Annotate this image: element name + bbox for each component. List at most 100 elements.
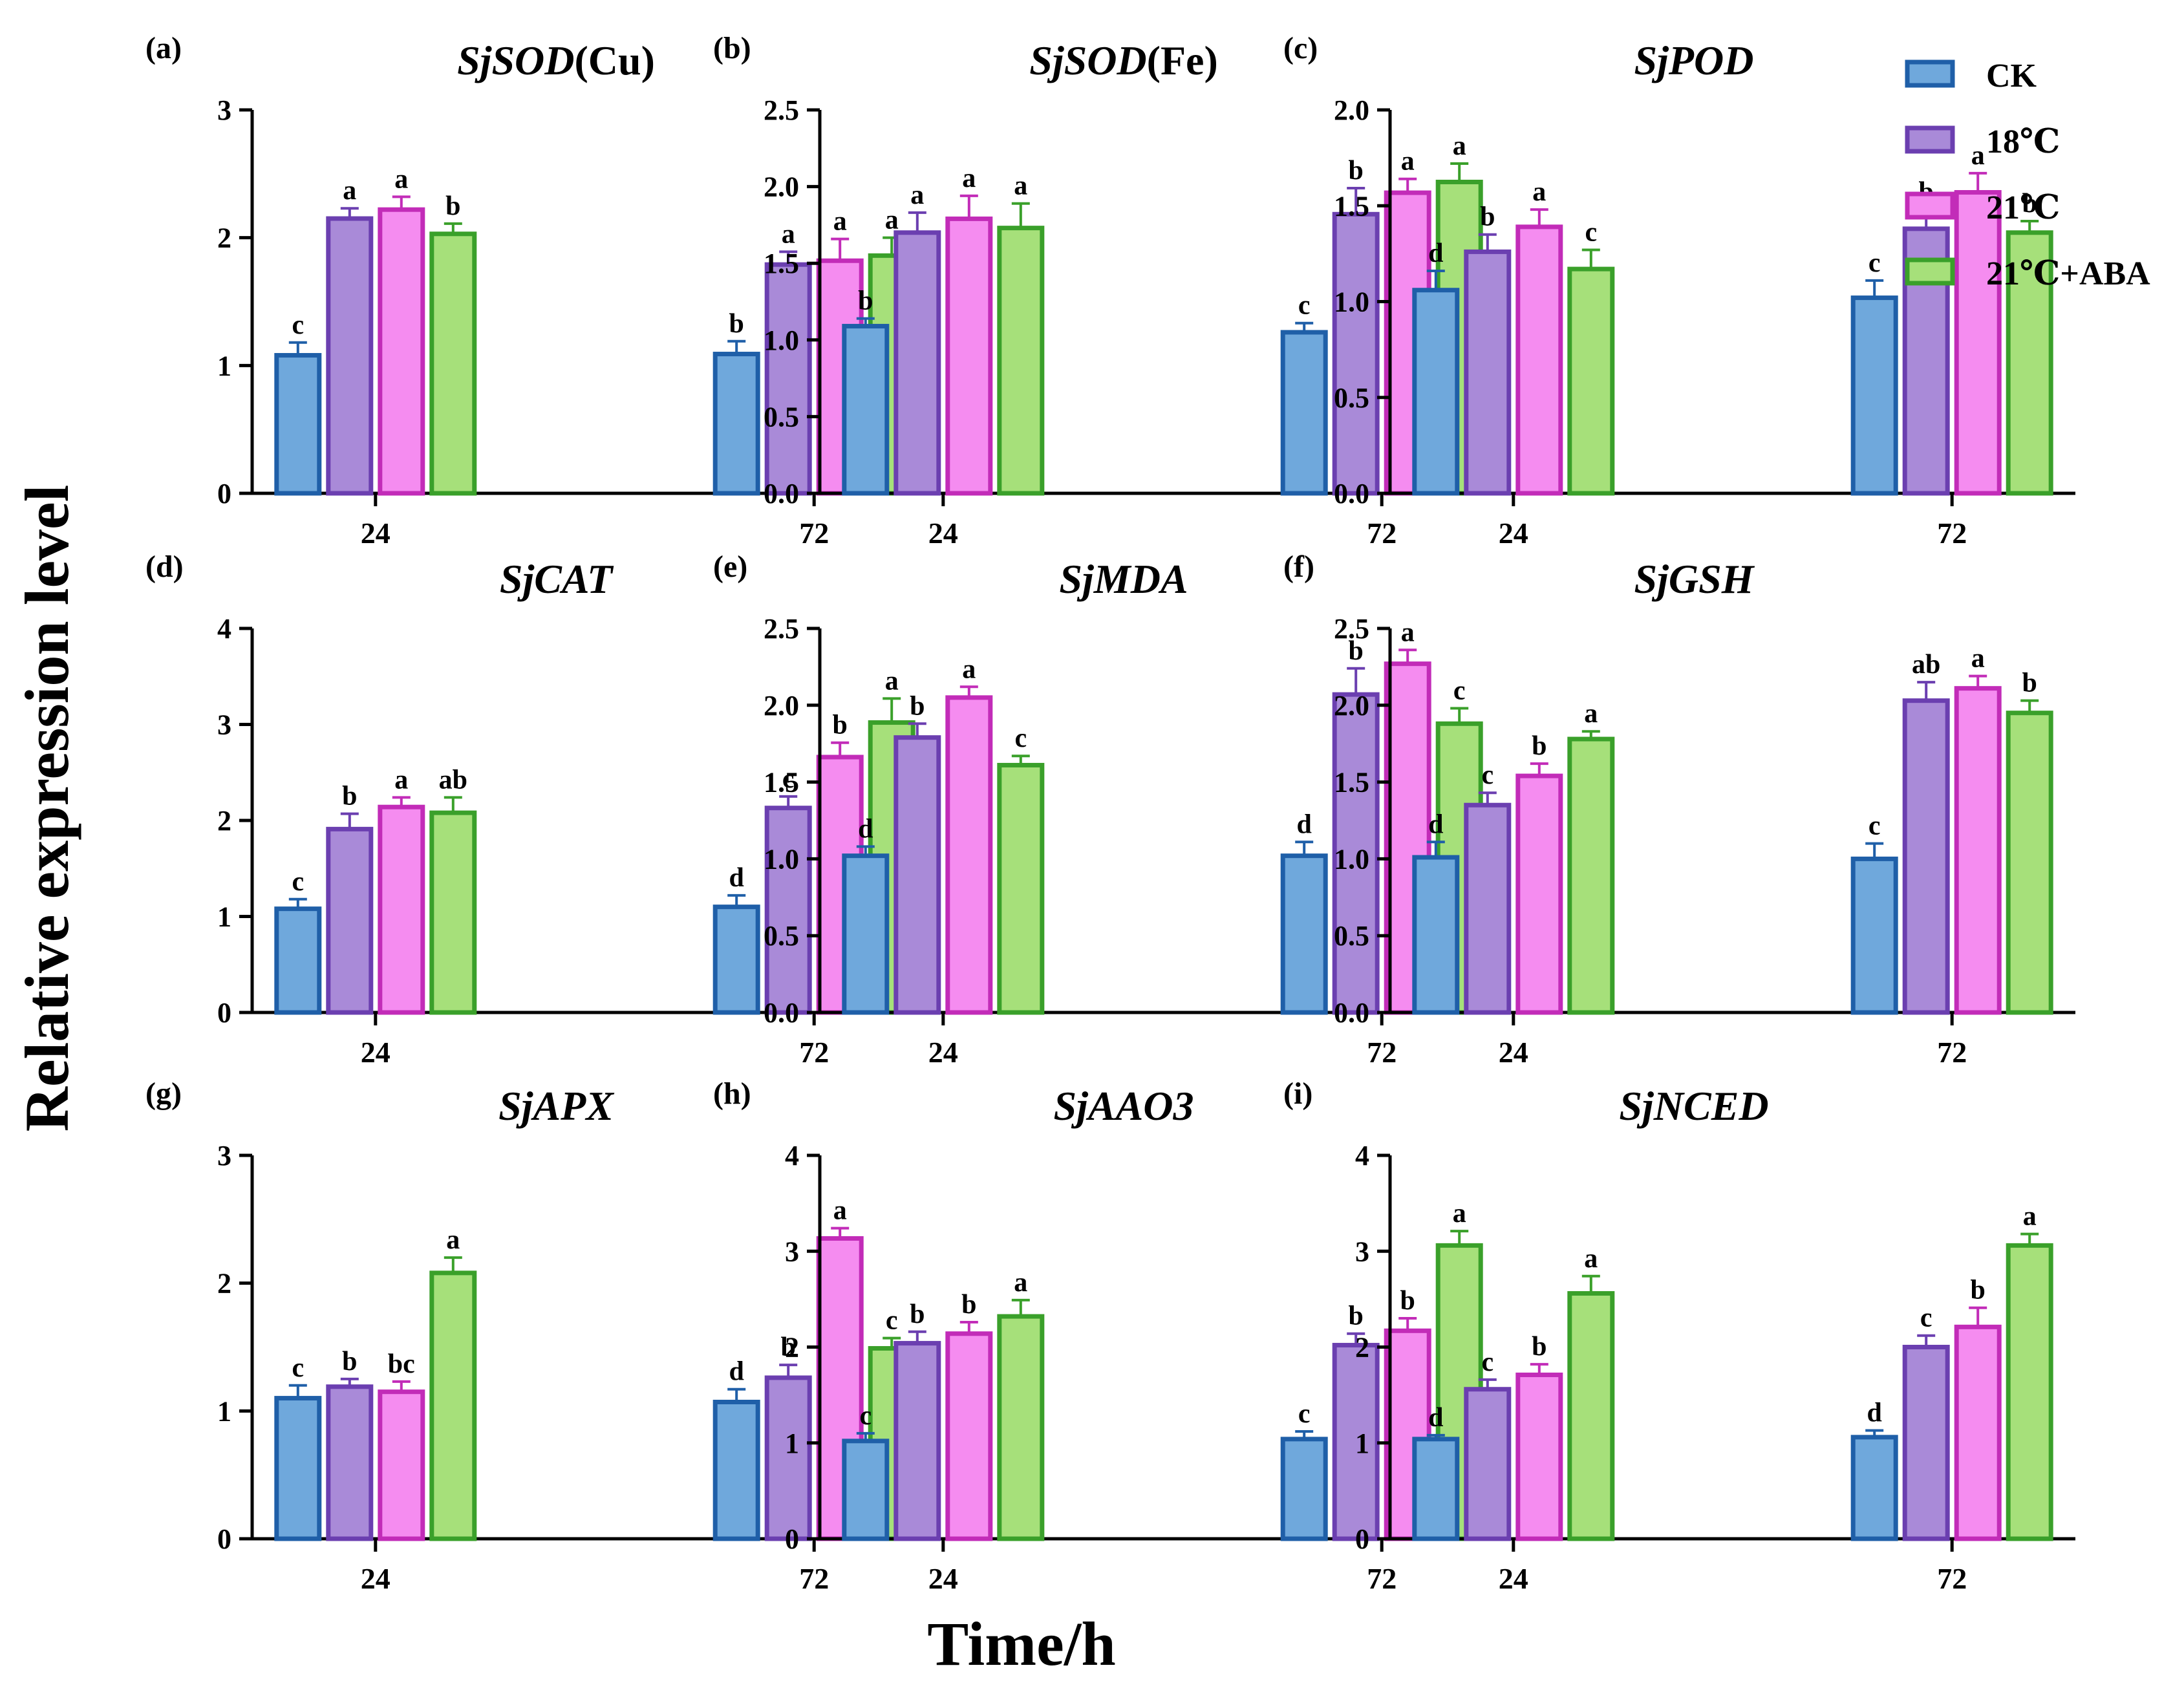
panel-title: SjGSH	[1634, 556, 1755, 602]
bar	[2006, 230, 2053, 496]
y-tick-label: 2	[785, 1332, 799, 1364]
significance-label: c	[1298, 291, 1311, 321]
bar	[326, 1384, 374, 1541]
y-tick-label: 4	[785, 1140, 799, 1172]
bar	[274, 353, 322, 496]
significance-label: b	[729, 309, 744, 339]
panel-title: SjAPX	[498, 1083, 614, 1129]
significance-label: b	[2022, 669, 2037, 698]
bar	[945, 216, 993, 496]
y-tick-label: 2	[217, 1268, 231, 1300]
y-tick-label: 3	[785, 1236, 799, 1267]
y-tick-label: 1.5	[764, 248, 799, 279]
significance-label: c	[859, 1401, 872, 1431]
x-tick-label: 24	[1499, 1036, 1528, 1069]
bar	[712, 352, 760, 496]
significance-label: c	[1585, 217, 1597, 247]
significance-label: b	[1532, 1332, 1547, 1362]
legend-swatch	[1905, 125, 1955, 154]
x-tick-label: 24	[1499, 517, 1528, 550]
y-tick-label: 0	[217, 478, 231, 509]
panel-title: SjSOD(Cu)	[457, 37, 655, 83]
y-tick-label: 1	[1355, 1428, 1369, 1459]
bar	[1954, 1324, 2002, 1541]
significance-label: c	[1868, 248, 1881, 278]
x-tick-label: 24	[928, 1036, 958, 1069]
significance-label: c	[1868, 811, 1881, 841]
x-tick-label: 24	[361, 1562, 391, 1595]
y-tick-label: 4	[217, 613, 231, 645]
x-tick-label: 24	[361, 1036, 391, 1069]
bar	[1850, 856, 1898, 1015]
significance-label: d	[1297, 809, 1312, 839]
significance-label: c	[1453, 676, 1466, 706]
significance-label: c	[782, 764, 795, 794]
panel-title-gene: SjGSH	[1634, 556, 1755, 602]
significance-label: a	[1401, 147, 1415, 177]
significance-label: a	[394, 164, 408, 194]
significance-label: c	[292, 1353, 304, 1383]
significance-label: c	[1298, 1399, 1311, 1429]
legend-label: 21℃+ABA	[1986, 255, 2150, 292]
significance-label: b	[445, 191, 460, 221]
significance-label: b	[2022, 189, 2037, 219]
bar	[326, 826, 374, 1015]
panel-letter: (b)	[713, 31, 751, 65]
significance-label: b	[1349, 636, 1364, 666]
significance-label: d	[1428, 809, 1443, 839]
x-tick-label: 72	[1367, 517, 1397, 550]
bar	[894, 1341, 941, 1541]
significance-label: a	[1401, 617, 1415, 647]
panel-title: SjMDA	[1059, 556, 1188, 602]
x-tick-label: 72	[799, 517, 829, 550]
panel-title: SjNCED	[1619, 1083, 1768, 1129]
bar	[1850, 1435, 1898, 1541]
bar	[997, 1314, 1045, 1541]
significance-label: b	[342, 1347, 357, 1376]
significance-label: c	[1014, 723, 1027, 753]
bar	[429, 231, 477, 496]
bar	[1954, 189, 2002, 496]
significance-label: b	[1971, 1276, 1986, 1305]
bar	[1280, 1437, 1328, 1541]
panel-title-gene: SjAPX	[498, 1083, 614, 1129]
y-tick-label: 3	[217, 94, 231, 126]
bar	[1902, 698, 1950, 1015]
panel-title-gene: SjSOD	[457, 37, 574, 83]
bar	[1567, 736, 1615, 1015]
x-tick-label: 72	[1367, 1562, 1397, 1595]
x-tick-label: 24	[361, 517, 391, 550]
bar	[1902, 1345, 1950, 1541]
y-tick-label: 0.5	[1334, 920, 1369, 952]
panel-letter: (h)	[713, 1076, 751, 1111]
y-tick-label: 1.5	[764, 767, 799, 798]
y-tick-label: 1.0	[764, 843, 799, 875]
bar	[1280, 853, 1328, 1015]
bar	[894, 735, 941, 1015]
panel-title-gene: SjSOD	[1029, 37, 1146, 83]
significance-label: a	[833, 207, 847, 237]
y-tick-label: 3	[217, 1140, 231, 1172]
bar	[1412, 288, 1460, 496]
significance-label: b	[1400, 1286, 1415, 1316]
y-tick-label: 1.0	[764, 325, 799, 356]
significance-label: a	[1971, 644, 1985, 674]
significance-label: b	[1532, 731, 1547, 761]
y-tick-label: 0.0	[1334, 997, 1369, 1029]
y-tick-label: 2.5	[764, 94, 799, 126]
significance-label: a	[1971, 141, 1985, 171]
significance-label: b	[961, 1290, 976, 1320]
significance-label: d	[729, 863, 744, 893]
y-tick-label: 1.0	[1334, 286, 1369, 318]
bar	[274, 1396, 322, 1541]
significance-label: a	[962, 654, 976, 684]
bar	[842, 1439, 890, 1541]
bar	[1954, 686, 2002, 1015]
panel-title-gene: SjPOD	[1634, 37, 1754, 83]
panel-letter: (d)	[145, 550, 184, 584]
significance-label: d	[1428, 239, 1443, 268]
y-tick-label: 0.0	[764, 997, 799, 1029]
x-tick-label: 24	[1499, 1562, 1528, 1595]
y-tick-label: 2	[217, 222, 231, 254]
